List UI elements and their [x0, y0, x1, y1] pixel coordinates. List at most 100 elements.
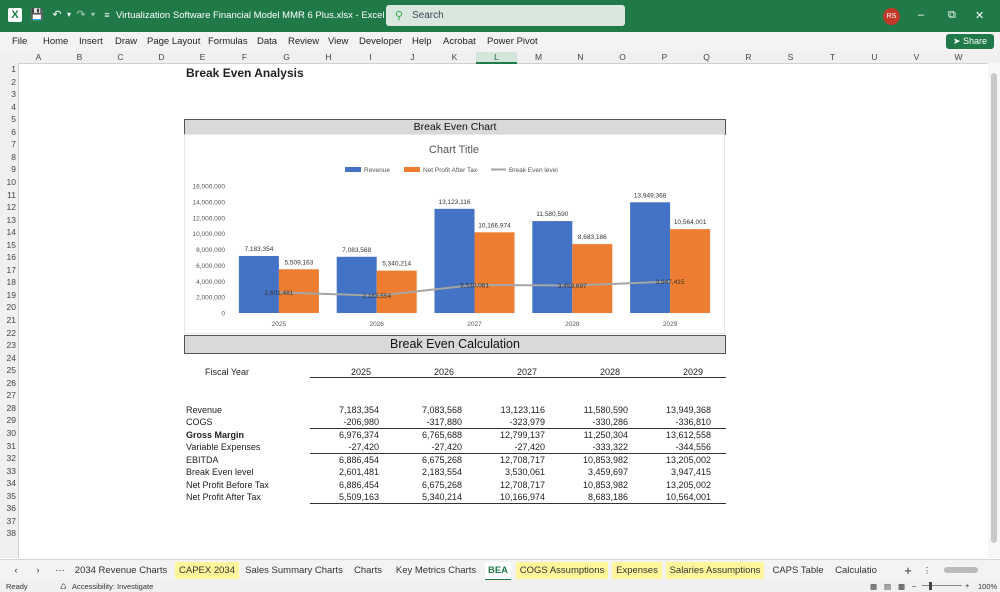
table-cell[interactable]: 7,083,568	[421, 405, 462, 415]
restore-icon[interactable]: ⧉	[948, 9, 956, 21]
table-cell[interactable]: 6,765,688	[421, 430, 462, 440]
table-cell[interactable]: 5,340,214	[421, 492, 462, 502]
table-cell[interactable]: 10,166,974	[499, 492, 545, 502]
table-cell[interactable]: 8,683,186	[587, 492, 628, 502]
column-header-c[interactable]: C	[117, 52, 124, 62]
row-header-6[interactable]: 6	[11, 126, 16, 137]
menu-review[interactable]: Review	[288, 36, 320, 47]
horizontal-scrollbar[interactable]	[936, 562, 986, 579]
table-cell[interactable]: 13,205,002	[665, 480, 711, 490]
row-header-8[interactable]: 8	[11, 151, 16, 162]
table-cell[interactable]: 2,183,554	[421, 467, 462, 477]
column-header-b[interactable]: B	[76, 52, 83, 62]
close-icon[interactable]: ✕	[975, 10, 985, 22]
menu-formulas[interactable]: Formulas	[208, 36, 248, 47]
zoom-out-icon[interactable]: –	[912, 581, 917, 590]
menu-file[interactable]: File	[12, 36, 28, 47]
tab-caps-table[interactable]: CAPS Table	[772, 565, 824, 576]
column-header-h[interactable]: H	[325, 52, 332, 62]
column-header-m[interactable]: M	[534, 52, 543, 62]
table-cell[interactable]: 13,123,116	[500, 405, 545, 415]
tab-sales-summary-charts[interactable]: Sales Summary Charts	[245, 565, 343, 576]
row-header-34[interactable]: 34	[6, 478, 16, 489]
tab-expenses[interactable]: Expenses	[612, 562, 662, 579]
row-header-12[interactable]: 12	[6, 202, 16, 213]
page-break-view-icon[interactable]: ▩	[898, 582, 906, 591]
page-layout-view-icon[interactable]: ▤	[884, 582, 892, 591]
column-header-s[interactable]: S	[787, 52, 794, 62]
row-header-20[interactable]: 20	[6, 302, 16, 313]
add-sheet-icon[interactable]: +	[904, 563, 912, 578]
tab-key-metrics-charts[interactable]: Key Metrics Charts	[395, 565, 477, 576]
table-cell[interactable]: -323,979	[509, 417, 545, 427]
row-header-33[interactable]: 33	[6, 465, 16, 476]
menu-help[interactable]: Help	[412, 36, 432, 47]
column-header-e[interactable]: E	[199, 52, 206, 62]
row-header-5[interactable]: 5	[11, 114, 16, 125]
table-cell[interactable]: 13,949,368	[665, 405, 711, 415]
row-header-24[interactable]: 24	[6, 352, 16, 363]
row-header-3[interactable]: 3	[11, 89, 16, 100]
menu-home[interactable]: Home	[43, 36, 69, 47]
table-cell[interactable]: 10,853,982	[582, 455, 628, 465]
column-header-r[interactable]: R	[745, 52, 752, 62]
normal-view-icon[interactable]: ▦	[870, 582, 878, 591]
zoom-level[interactable]: 100%	[978, 582, 998, 591]
redo-dropdown-icon[interactable]: ▾	[90, 10, 95, 19]
row-header-7[interactable]: 7	[11, 139, 16, 150]
column-header-p[interactable]: P	[661, 52, 668, 62]
table-cell[interactable]: 6,886,454	[338, 480, 379, 490]
tab-2034-revenue-charts[interactable]: 2034 Revenue Charts	[74, 565, 168, 576]
row-header-17[interactable]: 17	[6, 264, 16, 275]
menu-data[interactable]: Data	[257, 36, 278, 47]
table-cell[interactable]: 11,250,304	[583, 430, 628, 440]
tab-cogs-assumptions[interactable]: COGS Assumptions	[516, 562, 608, 579]
table-cell[interactable]: -27,420	[348, 442, 379, 452]
column-header-n[interactable]: N	[577, 52, 584, 62]
row-header-21[interactable]: 21	[6, 315, 16, 325]
row-header-38[interactable]: 38	[6, 528, 16, 539]
table-cell[interactable]: 3,459,697	[587, 467, 628, 477]
column-header-u[interactable]: U	[871, 52, 878, 62]
row-header-11[interactable]: 11	[7, 189, 16, 200]
menu-insert[interactable]: Insert	[79, 36, 103, 47]
tab-charts[interactable]: Charts	[354, 565, 382, 576]
table-cell[interactable]: 10,853,982	[582, 480, 628, 490]
row-header-13[interactable]: 13	[6, 214, 16, 225]
h-scroll-thumb[interactable]	[944, 567, 978, 574]
row-header-4[interactable]: 4	[11, 101, 16, 112]
table-cell[interactable]: 10,564,001	[665, 492, 711, 502]
row-header-28[interactable]: 28	[6, 402, 16, 413]
table-cell[interactable]: 6,886,454	[338, 455, 379, 465]
break-even-chart[interactable]: Chart Title Revenue Net Profit After Tax Br…	[184, 134, 725, 334]
table-cell[interactable]: -336,810	[675, 417, 711, 427]
row-header-1[interactable]: 1	[11, 64, 16, 74]
tab-bea[interactable]: BEA	[485, 562, 511, 581]
column-header-q[interactable]: Q	[703, 52, 710, 62]
tab-scroll-right-icon[interactable]: ›	[36, 565, 40, 576]
menu-view[interactable]: View	[328, 36, 349, 47]
zoom-in-icon[interactable]: +	[965, 581, 970, 590]
tab-scroll-left-icon[interactable]: ‹	[14, 565, 18, 576]
column-header-k[interactable]: K	[451, 52, 458, 62]
undo-icon[interactable]: ↶	[52, 9, 62, 21]
table-cell[interactable]: -344,556	[675, 442, 711, 452]
table-cell[interactable]: -330,286	[592, 417, 628, 427]
zoom-slider[interactable]	[922, 585, 962, 586]
table-cell[interactable]: 12,708,717	[499, 455, 545, 465]
row-header-32[interactable]: 32	[6, 453, 16, 464]
table-cell[interactable]: 6,675,268	[421, 455, 462, 465]
column-header-i[interactable]: I	[369, 52, 372, 62]
menu-developer[interactable]: Developer	[359, 36, 403, 47]
menu-draw[interactable]: Draw	[115, 36, 138, 47]
table-cell[interactable]: -317,880	[426, 417, 462, 427]
table-cell[interactable]: 12,799,137	[499, 430, 545, 440]
row-header-31[interactable]: 31	[6, 440, 16, 451]
column-header-v[interactable]: V	[913, 52, 920, 62]
column-header-o[interactable]: O	[619, 52, 626, 62]
table-cell[interactable]: 3,947,415	[670, 467, 711, 477]
column-header-w[interactable]: W	[954, 52, 963, 62]
customize-toolbar-icon[interactable]: ≡	[104, 10, 110, 20]
table-cell[interactable]: 5,509,163	[338, 492, 379, 502]
row-header-19[interactable]: 19	[6, 289, 16, 300]
